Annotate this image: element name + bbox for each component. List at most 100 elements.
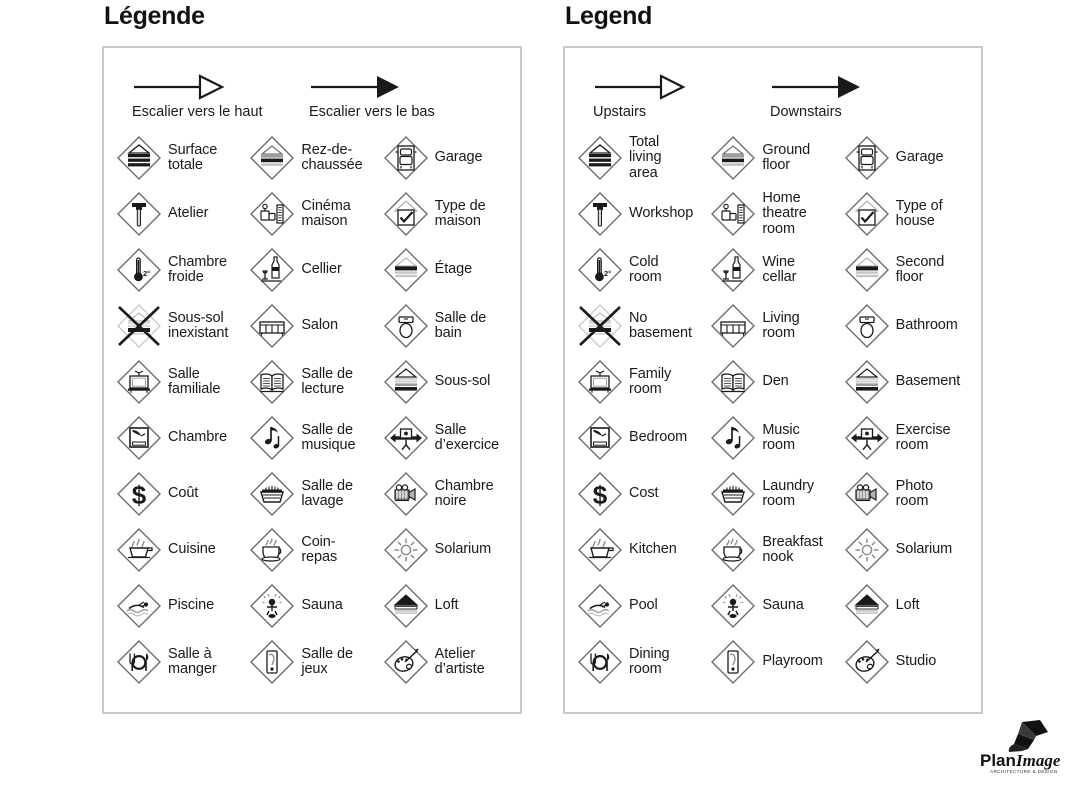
legend-item-label: Rez-de-chaussée	[301, 142, 362, 174]
legend-item-label: Loft	[896, 598, 920, 614]
legend-item-label: Exercise room	[896, 422, 951, 454]
music-room-icon	[710, 415, 756, 461]
legend-item-label-line: floor	[762, 157, 791, 173]
home-theatre-icon	[710, 191, 756, 237]
breakfast-nook-icon	[710, 527, 756, 573]
legend-item: Studio	[842, 634, 975, 690]
legend-item-label: Salle de lavage	[301, 477, 353, 510]
studio-icon	[383, 639, 429, 685]
stairs-item-up: Upstairs	[593, 72, 689, 120]
legend-item-label-line: d’exercice	[434, 437, 499, 453]
planimage-logo: Plan Image ARCHITECTURE & DESIGN	[978, 718, 1076, 776]
legend-item: Sous-sol inexistant	[114, 298, 247, 354]
legend-item: Workshop	[575, 186, 708, 242]
legend-item-label: Dining room	[629, 645, 670, 678]
svg-text:Image: Image	[1015, 751, 1061, 770]
legend-item: Surface totale	[114, 130, 247, 186]
legend-item-label: Breakfast nook	[762, 534, 822, 566]
legend-item-label-line: room	[895, 493, 929, 509]
legend-item: Étage	[381, 242, 514, 298]
stairs-item-up: Escalier vers le haut	[132, 72, 263, 120]
legend-item-label: Solarium	[896, 542, 953, 558]
legend-item-label-line: floor	[895, 269, 924, 285]
laundry-room-icon	[710, 471, 756, 517]
workshop-icon	[577, 191, 623, 237]
cold-room-icon: 2°	[577, 247, 623, 293]
legend-item-label-line: totale	[168, 157, 203, 173]
legend-item-label: Bedroom	[629, 430, 687, 446]
legend-item: Breakfast nook	[708, 522, 841, 578]
legend-item: Loft	[381, 578, 514, 634]
legend-item: Den	[708, 354, 841, 410]
legend-item-label-line: Solarium	[434, 541, 492, 558]
wine-cellar-icon	[249, 247, 295, 293]
photo-room-icon	[383, 471, 429, 517]
legend-item-label: Sauna	[762, 598, 804, 614]
legend-item-label-line: Pool	[629, 597, 658, 614]
legend-item-label-line: Living	[762, 309, 800, 326]
cold-room-icon: 2°	[116, 247, 162, 293]
legend-item: Atelier d’artiste	[381, 634, 514, 690]
legend-item: Chambre noire	[381, 466, 514, 522]
garage-icon	[844, 135, 890, 181]
legend-item-label-line: Chambre	[434, 477, 494, 494]
legend-item-label: Chambre froide	[168, 253, 227, 286]
total-area-icon	[577, 135, 623, 181]
legend-item-label: Family room	[629, 366, 671, 398]
legend-item-label: Pool	[629, 598, 658, 614]
den-icon	[710, 359, 756, 405]
legend-item-label-line: Coût	[168, 485, 199, 502]
living-room-icon	[710, 303, 756, 349]
legend-item-label: Home theatre room	[762, 190, 807, 238]
legend-item: Bathroom	[842, 298, 975, 354]
photo-room-icon	[844, 471, 890, 517]
legend-item: No basement	[575, 298, 708, 354]
legend-item-label-line: Type of	[895, 197, 943, 214]
legend-item-label-line: Den	[762, 373, 789, 390]
legend-item-label-line: Chambre	[168, 253, 227, 270]
legend-item: Loft	[842, 578, 975, 634]
legend-item-label-line: maison	[434, 213, 481, 229]
legend-item: 2° Chambre froide	[114, 242, 247, 298]
legend-item-label: Coût	[168, 486, 198, 502]
legend-item: Sous-sol	[381, 354, 514, 410]
page-title-fr: Légende	[104, 2, 205, 30]
legend-item-label-line: Wine	[762, 253, 795, 270]
legend-item-label-line: Loft	[434, 597, 459, 614]
legend-item-label: Bathroom	[896, 318, 958, 334]
legend-item-label-line: Salle de	[301, 477, 353, 494]
legend-item-label-line: area	[629, 164, 658, 181]
legend-item: $ Cost	[575, 466, 708, 522]
legend-item-label: Coin-repas	[301, 533, 337, 566]
legend-item: Exercise room	[842, 410, 975, 466]
legend-item-label-line: maison	[301, 213, 348, 229]
legend-item-label-line: room	[629, 269, 662, 285]
family-room-icon	[116, 359, 162, 405]
legend-item-label-line: Garage	[434, 149, 483, 166]
legend-item: Solarium	[842, 522, 975, 578]
sauna-icon	[710, 583, 756, 629]
legend-item-label: Atelier d’artiste	[434, 645, 485, 678]
legend-item-label-line: Studio	[895, 653, 937, 670]
legend-item-label-line: Workshop	[629, 205, 694, 222]
legend-item-label-line: theatre	[762, 205, 807, 222]
legend-item-label: Den	[762, 374, 788, 390]
legend-item: Type of house	[842, 186, 975, 242]
legend-item-label: No basement	[629, 310, 692, 342]
exercise-room-icon	[383, 415, 429, 461]
kitchen-icon	[577, 527, 623, 573]
stairs-item-down: Downstairs	[770, 72, 866, 120]
legend-item-label-line: Salle de	[301, 421, 353, 438]
legend-item-label-line: Garage	[895, 149, 944, 166]
exercise-room-icon	[844, 415, 890, 461]
legend-grid-en: Total living area Ground floor Garage Workshop…	[575, 130, 975, 708]
legend-item-label-line: Coin-	[301, 533, 336, 550]
legend-item-label-line: Atelier	[434, 645, 476, 662]
legend-item-label: Second floor	[895, 254, 945, 286]
legend-item-label-line: Cold	[629, 253, 659, 270]
legend-item: Solarium	[381, 522, 514, 578]
family-room-icon	[577, 359, 623, 405]
legend-item-label-line: basement	[629, 325, 692, 341]
legend-item-label-line: Dining	[629, 645, 670, 662]
kitchen-icon	[116, 527, 162, 573]
